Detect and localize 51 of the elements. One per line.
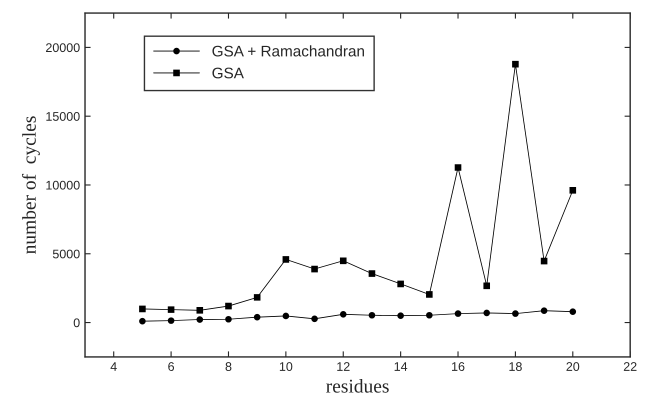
- point: [139, 306, 146, 312]
- point: [454, 310, 462, 317]
- point: [168, 306, 174, 313]
- x-tick-label: 22: [624, 362, 637, 371]
- y-tick-label: 15000: [46, 112, 80, 121]
- legend-label: GSA + Ramachandran: [212, 45, 364, 57]
- point: [368, 270, 376, 277]
- point: [512, 310, 519, 317]
- point: [282, 256, 290, 263]
- point: [340, 310, 347, 318]
- x-tick-label: 20: [566, 362, 580, 371]
- point: [311, 266, 318, 272]
- point: [368, 312, 376, 319]
- point: [168, 317, 174, 324]
- point: [196, 307, 204, 314]
- point: [426, 291, 433, 298]
- point: [569, 308, 576, 315]
- y-axis-title: number of cycles: [22, 116, 40, 254]
- point: [225, 302, 232, 310]
- point: [397, 312, 404, 319]
- point: [483, 282, 490, 290]
- point: [540, 307, 548, 314]
- point: [454, 164, 462, 171]
- x-tick-label: 10: [280, 362, 292, 371]
- point: [282, 312, 290, 320]
- y-tick-label: 0: [74, 318, 80, 328]
- y-tick-label: 10000: [46, 180, 80, 190]
- point: [254, 294, 260, 301]
- x-tick-label: 8: [226, 362, 232, 371]
- y-tick-label: 5000: [52, 250, 80, 258]
- x-axis-title: residues: [326, 379, 389, 393]
- point: [196, 316, 204, 323]
- x-tick-label: 16: [452, 362, 464, 371]
- point: [311, 316, 318, 322]
- legend-label: GSA: [212, 68, 244, 78]
- point: [483, 310, 490, 316]
- x-tick-label: 4: [110, 362, 117, 371]
- point: [225, 316, 232, 323]
- x-tick-label: 14: [394, 362, 408, 371]
- point: [139, 318, 146, 324]
- point: [540, 258, 548, 264]
- point: [569, 187, 576, 194]
- x-tick-label: 18: [509, 362, 522, 371]
- y-tick-label: 20000: [46, 43, 80, 52]
- point: [512, 60, 519, 68]
- point: [397, 280, 404, 288]
- point: [340, 257, 347, 264]
- x-tick-label: 12: [337, 362, 350, 371]
- point: [426, 312, 433, 319]
- point: [254, 314, 260, 320]
- x-tick-label: 6: [168, 362, 174, 371]
